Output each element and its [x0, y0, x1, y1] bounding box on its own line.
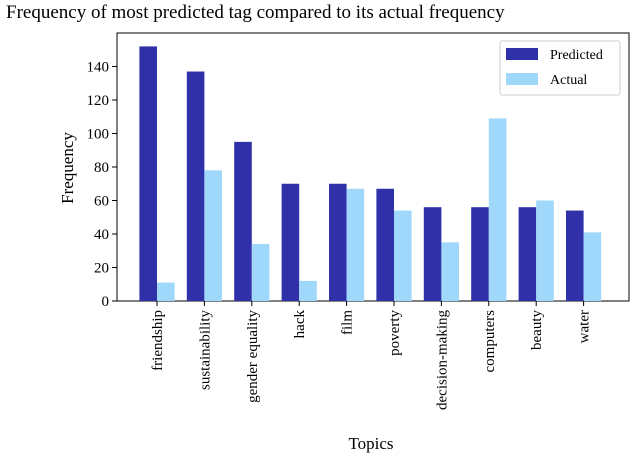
legend-swatch-actual	[506, 73, 538, 85]
chart-title: Frequency of most predicted tag compared…	[6, 2, 505, 23]
bar-actual-decision-making	[441, 242, 459, 301]
bar-predicted-friendship	[139, 46, 157, 302]
bar-actual-friendship	[157, 282, 175, 301]
y-tick-label: 140	[87, 60, 110, 76]
y-tick-label: 100	[87, 127, 110, 143]
bar-predicted-decision-making	[423, 207, 442, 301]
x-tick-label: water	[577, 310, 593, 343]
bar-predicted-film	[329, 183, 347, 301]
y-tick-label: 60	[94, 194, 109, 210]
legend: Predicted Actual	[499, 40, 621, 96]
bar-actual-computers	[488, 118, 507, 301]
bar-predicted-beauty	[518, 207, 537, 301]
bar-predicted-poverty	[376, 188, 394, 301]
y-tick-label: 120	[87, 93, 110, 109]
bar-actual-beauty	[536, 200, 554, 301]
bar-predicted-gender-equality	[234, 141, 252, 301]
x-tick-label: decision-making	[434, 310, 450, 410]
y-tick-label: 40	[94, 227, 109, 243]
legend-swatch-predicted	[506, 48, 538, 60]
y-axis-label: Frequency	[58, 132, 77, 204]
bar-actual-water	[583, 232, 602, 301]
x-axis: friendship sustainability gender equality h…	[150, 301, 593, 410]
bar-predicted-hack	[281, 183, 300, 301]
x-tick-label: beauty	[529, 310, 545, 350]
legend-label-predicted: Predicted	[550, 48, 603, 63]
x-tick-label: film	[340, 310, 356, 335]
x-tick-label: sustainability	[197, 310, 213, 390]
x-tick-label: gender equality	[245, 310, 261, 403]
y-axis: 0 20 40 60 80 100 120 140	[87, 60, 117, 310]
legend-label-actual: Actual	[550, 73, 587, 88]
bar-predicted-computers	[471, 207, 489, 301]
bar-predicted-water	[566, 210, 584, 301]
x-tick-label: computers	[482, 310, 498, 373]
bar-actual-sustainability	[204, 170, 222, 301]
x-tick-label: poverty	[387, 310, 403, 356]
bars-group	[139, 46, 602, 302]
bar-actual-gender-equality	[251, 244, 270, 301]
bar-actual-poverty	[394, 210, 412, 301]
bar-actual-film	[346, 188, 365, 301]
x-tick-label: hack	[292, 310, 308, 339]
y-tick-label: 20	[94, 261, 109, 277]
y-tick-label: 80	[94, 160, 109, 176]
bar-actual-hack	[299, 280, 317, 301]
y-tick-label: 0	[102, 294, 110, 310]
x-tick-label: friendship	[150, 310, 166, 371]
x-axis-label: Topics	[348, 434, 393, 453]
bar-predicted-sustainability	[186, 71, 205, 302]
